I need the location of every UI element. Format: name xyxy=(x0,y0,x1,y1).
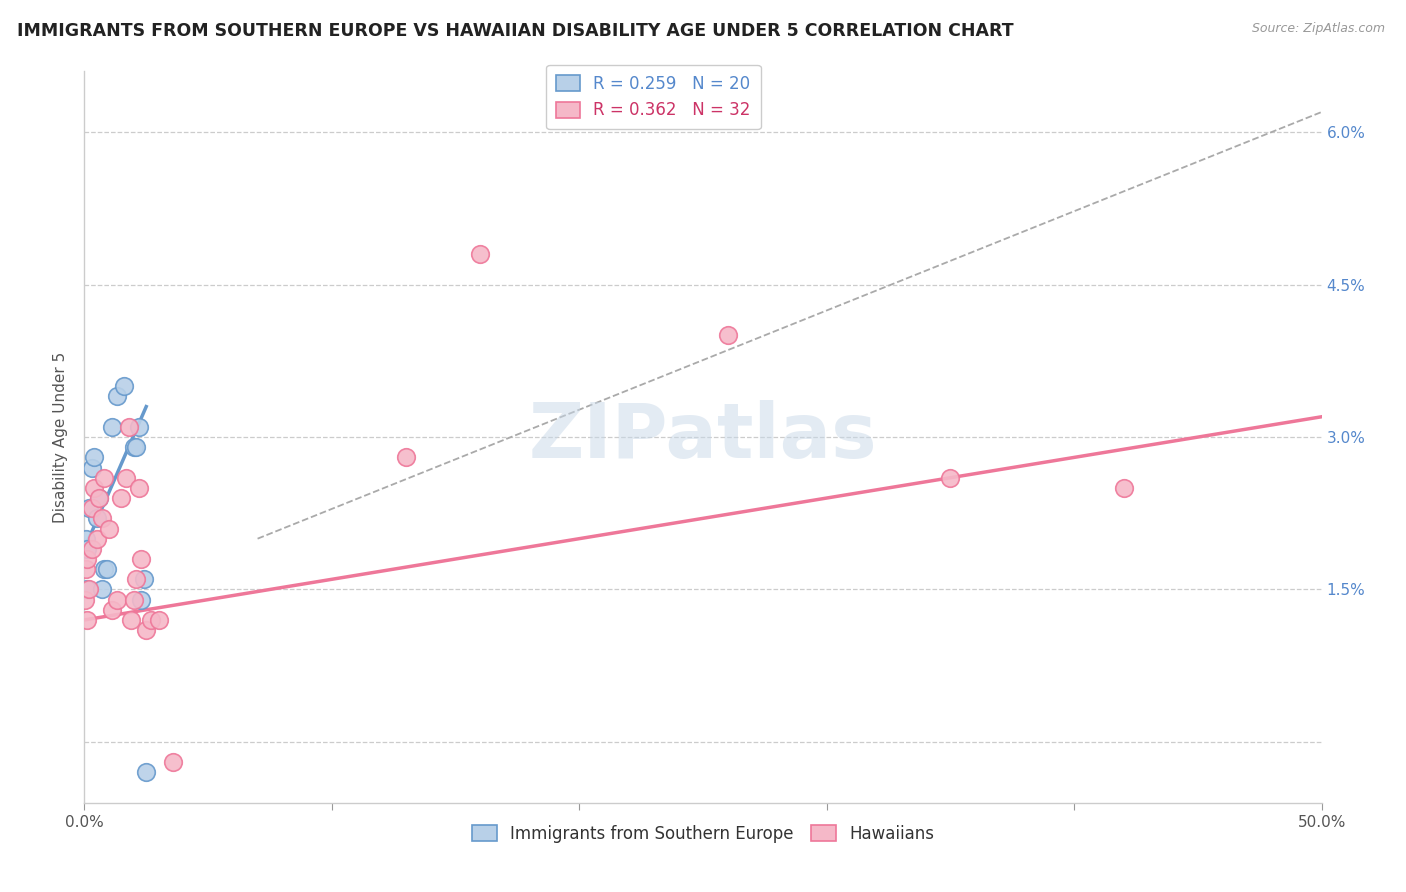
Point xyxy=(80,460,103,475)
Point xyxy=(89,491,111,505)
Point xyxy=(80,541,103,556)
Point xyxy=(162,755,184,769)
Point xyxy=(86,511,108,525)
Text: ZIPatlas: ZIPatlas xyxy=(529,401,877,474)
Point xyxy=(122,592,145,607)
Point xyxy=(120,613,142,627)
Point xyxy=(98,521,121,535)
Point xyxy=(75,532,97,546)
Point xyxy=(79,582,101,597)
Point xyxy=(470,247,492,261)
Point xyxy=(717,328,740,343)
Y-axis label: Disability Age Under 5: Disability Age Under 5 xyxy=(53,351,69,523)
Point xyxy=(93,562,115,576)
Point xyxy=(76,541,98,556)
Point xyxy=(135,623,157,637)
Point xyxy=(76,582,98,597)
Point xyxy=(129,552,152,566)
Point xyxy=(395,450,418,465)
Point xyxy=(96,562,118,576)
Point xyxy=(122,440,145,454)
Point xyxy=(112,379,135,393)
Point xyxy=(79,501,101,516)
Point xyxy=(93,471,115,485)
Point xyxy=(141,613,163,627)
Point xyxy=(76,552,98,566)
Point xyxy=(86,532,108,546)
Point xyxy=(128,481,150,495)
Point xyxy=(83,450,105,465)
Point xyxy=(80,501,103,516)
Point xyxy=(90,582,112,597)
Text: Source: ZipAtlas.com: Source: ZipAtlas.com xyxy=(1251,22,1385,36)
Point xyxy=(75,592,97,607)
Point xyxy=(115,471,138,485)
Point xyxy=(76,613,98,627)
Point xyxy=(90,511,112,525)
Point xyxy=(105,592,128,607)
Point xyxy=(148,613,170,627)
Point xyxy=(128,420,150,434)
Point xyxy=(83,481,105,495)
Point xyxy=(1112,481,1135,495)
Point xyxy=(100,420,122,434)
Legend: Immigrants from Southern Europe, Hawaiians: Immigrants from Southern Europe, Hawaiia… xyxy=(465,818,941,849)
Point xyxy=(132,572,155,586)
Point xyxy=(135,765,157,780)
Point xyxy=(129,592,152,607)
Point xyxy=(939,471,962,485)
Point xyxy=(100,603,122,617)
Point xyxy=(75,562,97,576)
Point xyxy=(89,491,111,505)
Text: IMMIGRANTS FROM SOUTHERN EUROPE VS HAWAIIAN DISABILITY AGE UNDER 5 CORRELATION C: IMMIGRANTS FROM SOUTHERN EUROPE VS HAWAI… xyxy=(17,22,1014,40)
Point xyxy=(125,572,148,586)
Point xyxy=(125,440,148,454)
Point xyxy=(118,420,141,434)
Point xyxy=(110,491,132,505)
Point xyxy=(105,389,128,403)
